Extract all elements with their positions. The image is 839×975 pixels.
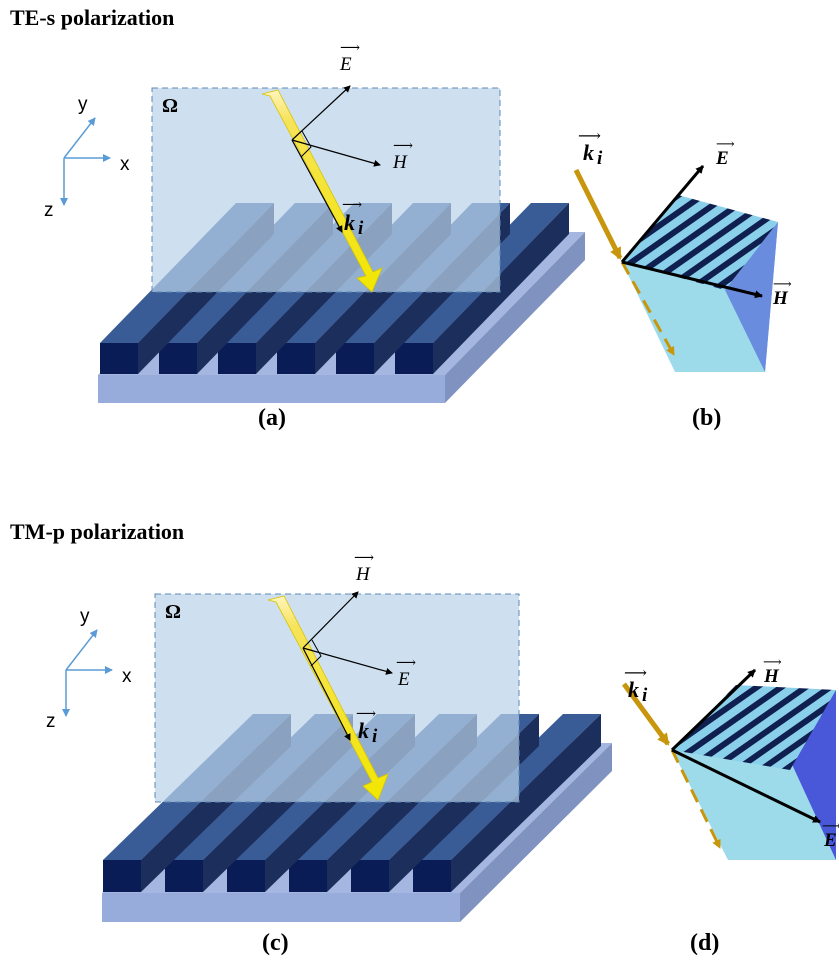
k-vector-label-c: k [358, 718, 369, 743]
e-vector-arrow-a: ⟶ [340, 41, 360, 56]
panel-a: y x z Ω E ⟶ H ⟶ k i ⟶ [44, 41, 585, 403]
e-vector-arrow-b: ⟶ [716, 136, 735, 151]
h-vector-label-a: H [392, 152, 408, 173]
k-vector-arrow-b: ⟶ [578, 128, 601, 145]
e-vector-label-a: E [339, 54, 352, 75]
prism-d [672, 685, 836, 860]
panel-label-a: (a) [258, 405, 286, 431]
coordinate-axes-c: y x z [46, 606, 132, 732]
e-vector-arrow-c: ⟶ [396, 656, 416, 671]
h-vector-arrow-b: ⟶ [773, 276, 792, 291]
prism-b [622, 195, 778, 372]
h-vector-arrow-d: ⟶ [763, 654, 782, 669]
e-vector-label-b: E [715, 148, 729, 169]
te-section-title: TE-s polarization [10, 5, 175, 30]
tm-section-title: TM-p polarization [10, 519, 185, 544]
k-vector-arrow-d: ⟶ [624, 665, 647, 682]
k-sub-label-a: i [358, 218, 364, 239]
h-vector-arrow-a: ⟶ [393, 139, 413, 154]
axis-label-x-c: x [122, 666, 132, 687]
panel-b: k i ⟶ E ⟶ H ⟶ [573, 128, 792, 372]
axis-label-z: z [44, 200, 54, 221]
h-vector-arrow-c: ⟶ [354, 551, 374, 566]
axis-label-y: y [78, 94, 88, 115]
panel-label-c: (c) [262, 930, 289, 956]
field-vectors-a: E ⟶ H ⟶ k i ⟶ [291, 41, 413, 239]
e-vector-label-c: E [397, 669, 410, 690]
omega-label-c: Ω [165, 601, 181, 623]
h-vector-label-c: H [355, 564, 371, 585]
e-vector-arrow-d: ⟶ [822, 818, 839, 833]
omega-label-a: Ω [162, 95, 178, 117]
panel-label-d: (d) [690, 930, 720, 956]
k-vector-label-b: k [583, 140, 594, 165]
panel-d: k i ⟶ H ⟶ E ⟶ [621, 654, 839, 860]
k-vector-arrow-a: ⟶ [342, 198, 362, 213]
incident-beam-c [267, 595, 389, 801]
field-vectors-c: H ⟶ E ⟶ k i ⟶ [302, 551, 416, 747]
axis-label-x: x [120, 154, 130, 175]
axis-label-y-c: y [80, 606, 90, 627]
k-sub-label-c: i [372, 726, 378, 747]
e-vector-label-d: E [823, 830, 837, 851]
axis-label-z-c: z [46, 711, 56, 732]
k-vector-label-d: k [628, 677, 639, 702]
h-vector-label-d: H [763, 666, 780, 687]
panel-label-b: (b) [692, 405, 722, 431]
h-vector-label-b: H [772, 288, 789, 309]
panel-c: y x z Ω H ⟶ E ⟶ k i ⟶ [46, 551, 612, 922]
coordinate-axes-a: y x z [44, 94, 130, 221]
k-sub-label-b: i [597, 148, 603, 169]
k-sub-label-d: i [642, 685, 648, 706]
k-vector-arrow-c: ⟶ [356, 707, 376, 722]
k-vector-label-a: k [344, 210, 355, 235]
